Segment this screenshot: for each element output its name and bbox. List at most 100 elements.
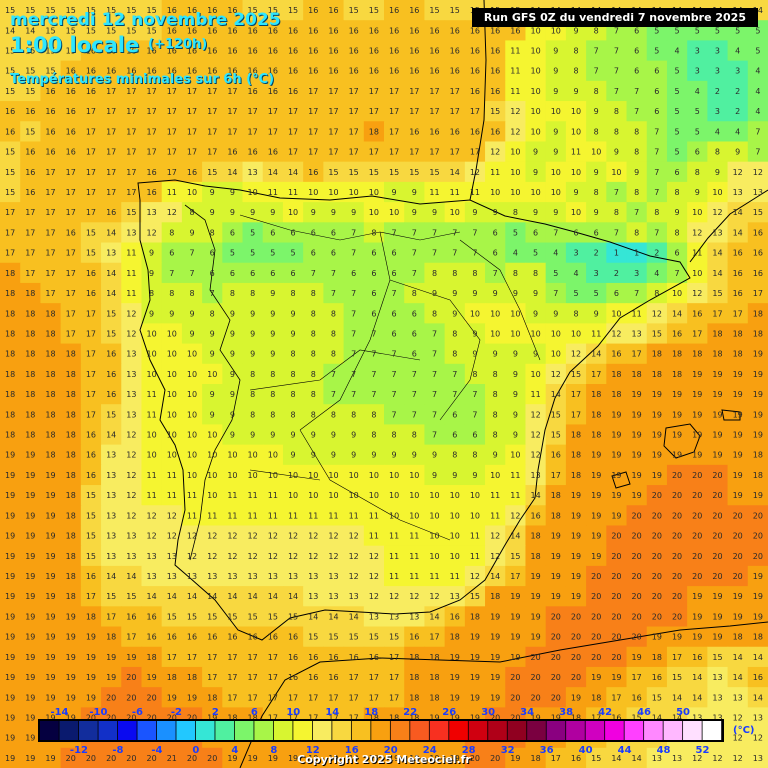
grid-value: 18 — [712, 350, 722, 359]
grid-value: 16 — [308, 653, 318, 662]
grid-value: 15 — [126, 592, 136, 601]
temperature-cell — [343, 687, 365, 708]
temperature-cell — [707, 646, 729, 668]
grid-value: 8 — [392, 431, 397, 440]
grid-value: 7 — [432, 370, 437, 379]
grid-value: 7 — [634, 208, 639, 217]
temperature-cell — [505, 565, 527, 587]
grid-value: 20 — [187, 754, 197, 763]
temperature-cell — [646, 181, 668, 203]
grid-value: 20 — [753, 532, 763, 541]
temperature-cell — [101, 404, 122, 426]
temperature-cell — [303, 505, 324, 527]
temperature-cell — [485, 545, 506, 567]
temperature-cell — [60, 181, 82, 203]
temperature-cell — [384, 181, 405, 203]
grid-value: 19 — [45, 491, 55, 500]
temperature-cell — [0, 687, 21, 708]
temperature-cell — [727, 707, 749, 729]
grid-value: 6 — [634, 26, 639, 35]
grid-value: 10 — [692, 269, 702, 278]
temperature-cell — [121, 404, 143, 426]
grid-value: 19 — [450, 673, 460, 682]
temperature-cell — [424, 282, 446, 304]
temperature-cell — [646, 525, 668, 547]
temperature-cell — [121, 242, 143, 264]
grid-value: 7 — [412, 269, 417, 278]
temperature-cell — [626, 525, 648, 547]
grid-value: 20 — [126, 673, 136, 682]
temperature-cell — [565, 444, 587, 466]
grid-value: 11 — [490, 491, 500, 500]
temperature-cell — [586, 404, 607, 426]
grid-value: 12 — [288, 552, 298, 561]
grid-value: 20 — [672, 592, 682, 601]
grid-value: 19 — [5, 572, 15, 581]
temperature-cell — [262, 343, 284, 365]
temperature-cell — [141, 202, 163, 223]
grid-value: 16 — [66, 127, 76, 136]
temperature-cell — [707, 121, 729, 143]
temperature-cell — [747, 161, 768, 183]
temperature-cell — [565, 646, 587, 668]
temperature-cell — [505, 141, 527, 163]
grid-value: 6 — [654, 107, 659, 116]
grid-value: 19 — [86, 633, 96, 642]
temperature-cell — [727, 565, 749, 587]
grid-value: 19 — [692, 612, 702, 621]
grid-value: 15 — [86, 6, 96, 15]
grid-value: 9 — [311, 431, 316, 440]
temperature-cell — [464, 747, 486, 768]
grid-value: 17 — [207, 673, 217, 682]
temperature-cell — [282, 262, 304, 284]
temperature-cell — [666, 242, 688, 264]
temperature-cell — [646, 222, 668, 244]
grid-value: 17 — [167, 107, 177, 116]
grid-value: 19 — [692, 633, 702, 642]
temperature-cell — [0, 626, 21, 648]
temperature-cell — [707, 505, 729, 527]
grid-value: 9 — [513, 370, 518, 379]
temperature-cell — [586, 161, 607, 183]
temperature-cell — [565, 505, 587, 527]
temperature-cell — [606, 384, 628, 405]
grid-value: 20 — [611, 552, 621, 561]
temperature-cell — [60, 505, 82, 527]
temperature-cell — [141, 161, 163, 183]
temperature-cell — [0, 282, 21, 304]
temperature-cell — [444, 404, 466, 426]
temperature-cell — [101, 262, 122, 284]
grid-value: 9 — [311, 451, 316, 460]
grid-value: 19 — [5, 532, 15, 541]
copyright: Copyright 2025 Meteociel.fr — [297, 753, 471, 766]
legend-label-top: 10 — [286, 707, 300, 718]
temperature-cell — [0, 20, 21, 42]
grid-value: 14 — [288, 592, 298, 601]
temperature-cell — [586, 464, 607, 486]
grid-value: 9 — [594, 168, 599, 177]
temperature-cell — [0, 80, 21, 102]
temperature-cell — [363, 545, 385, 567]
grid-value: 18 — [25, 350, 35, 359]
temperature-cell — [505, 222, 527, 244]
legend-swatch — [332, 721, 351, 740]
legend-swatch — [195, 721, 215, 740]
temperature-cell — [303, 161, 324, 183]
grid-value: 10 — [510, 188, 520, 197]
temperature-cell — [101, 747, 122, 768]
temperature-cell — [565, 606, 587, 628]
grid-value: 20 — [733, 511, 743, 520]
grid-value: 19 — [45, 673, 55, 682]
grid-value: 19 — [5, 734, 15, 743]
grid-value: 10 — [369, 491, 379, 500]
temperature-cell — [202, 323, 223, 345]
temperature-cell — [242, 687, 264, 708]
temperature-cell — [363, 242, 385, 264]
temperature-cell — [121, 384, 143, 405]
grid-value: 17 — [25, 208, 35, 217]
temperature-cell — [141, 424, 163, 446]
temperature-cell — [444, 444, 466, 466]
grid-value: 19 — [66, 673, 76, 682]
grid-value: 10 — [470, 309, 480, 318]
